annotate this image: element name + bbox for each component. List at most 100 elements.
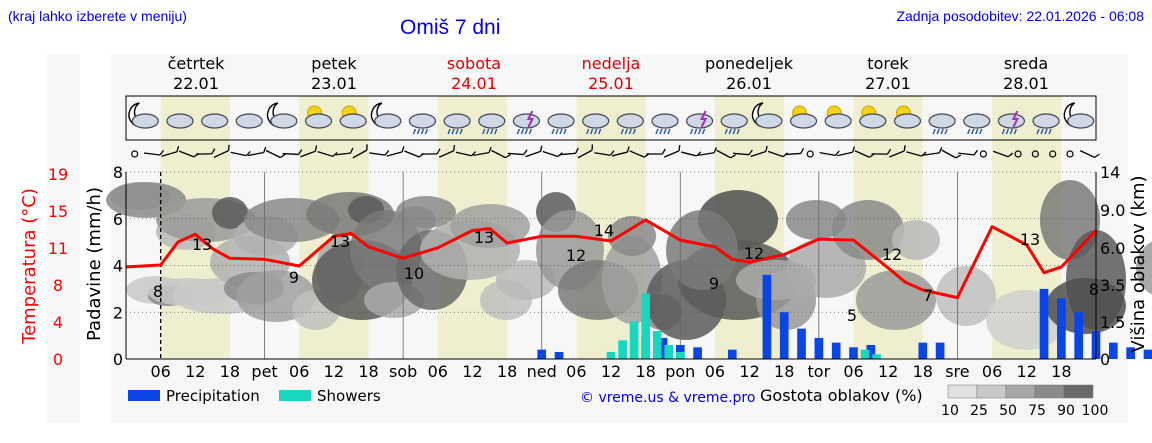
wind-barb-icon (836, 146, 856, 157)
precip-bar (1108, 342, 1118, 359)
wind-barb-icon (681, 151, 702, 157)
left-tick-label: 8 (113, 163, 123, 182)
precip-bar (1126, 347, 1135, 359)
cloud-icon (166, 113, 194, 129)
day-name: petek (311, 54, 357, 73)
raindrop (655, 128, 659, 135)
x-tick-label: tor (808, 362, 831, 381)
density-swatch (1034, 384, 1065, 399)
barb-shaft (455, 151, 472, 157)
thunder-icon (686, 110, 714, 135)
cloud-density-title: Gostota oblakov (%) (760, 386, 923, 405)
wind-barb-icon (300, 145, 318, 158)
rain-icon (408, 113, 437, 135)
precip-bar (693, 347, 702, 359)
wind-barb-icon (784, 147, 805, 156)
temp-axis-title: Temperatura (°C) (19, 188, 40, 345)
cloud-blob (786, 200, 846, 240)
raindrop (701, 128, 706, 135)
barb-flag (748, 149, 753, 156)
moon-icon (266, 102, 298, 129)
cloud-blob (856, 270, 936, 330)
x-tick-label: pon (665, 362, 695, 381)
wind-barb-icon (161, 145, 180, 157)
barb-flag (211, 148, 216, 155)
calm-wind-icon (1049, 150, 1057, 158)
barb-flag (159, 149, 165, 156)
barb-shaft (992, 150, 1009, 158)
day-date: 22.01 (173, 74, 219, 93)
temperature-label: 7 (923, 286, 933, 305)
moon-icon (370, 102, 402, 129)
barb-flag (314, 145, 318, 152)
cloud-shape (997, 113, 1025, 129)
cloud-shape (582, 113, 610, 129)
raindrop (971, 128, 975, 135)
wind-barb-icon (282, 149, 303, 156)
raindrop (620, 128, 624, 135)
barb-shaft (923, 152, 940, 156)
raindrop (520, 128, 525, 135)
barb-flag (488, 146, 492, 153)
raindrop (424, 128, 429, 135)
rain-icon (720, 113, 748, 135)
raindrop (455, 128, 459, 135)
thunder-icon (512, 110, 540, 135)
barb-shaft (542, 150, 559, 158)
x-tick-label: 12 (1017, 362, 1037, 381)
day-name: nedelja (582, 54, 641, 73)
wind-barb-icon (490, 149, 511, 159)
raindrop (482, 128, 486, 135)
barb-flag (626, 146, 630, 153)
raindrop (732, 128, 736, 135)
cloud-shape (824, 113, 852, 129)
temperature-label: 10 (404, 264, 424, 283)
sun-icon (859, 105, 887, 129)
barb-shaft (1079, 150, 1095, 158)
wind-barb-icon (732, 149, 753, 156)
barb-flag (505, 153, 511, 159)
cloud-shape (201, 113, 229, 129)
last-update-timestamp: Zadnja posodobitev: 22.01.2026 - 06:08 (896, 8, 1144, 24)
barb-shaft (143, 152, 161, 156)
barb-shaft (334, 152, 351, 156)
cloud-blob (1136, 241, 1152, 295)
shower-bar (641, 293, 650, 359)
barb-flag (245, 150, 251, 157)
x-tick-label: sob (389, 362, 417, 381)
wind-barb-icon (438, 144, 456, 158)
barb-flag (661, 148, 666, 155)
density-swatch (976, 384, 1007, 399)
x-tick-label: pet (251, 362, 277, 381)
cloud-shape (443, 113, 471, 129)
wind-barb-icon (559, 147, 579, 156)
x-tick-label: 18 (774, 362, 794, 381)
raindrop (586, 128, 590, 135)
barb-flag (539, 145, 543, 152)
sun-icon (789, 105, 818, 129)
precip-bar (762, 274, 772, 359)
barb-flag (523, 149, 528, 155)
right-tick-label: 14 (1100, 163, 1120, 182)
x-tick-label: 12 (878, 362, 898, 381)
temp-tick-label: 15 (48, 202, 68, 221)
raindrop (1036, 128, 1040, 135)
x-tick-label: 06 (843, 362, 863, 381)
raindrop (486, 128, 490, 135)
barb-shaft (195, 153, 212, 155)
raindrop (594, 128, 598, 135)
shower-bar (606, 351, 616, 359)
raindrop (624, 128, 628, 135)
temperature-label: 9 (709, 274, 719, 293)
temperature-label: 13 (192, 235, 212, 254)
cloud-shape (893, 113, 922, 129)
left-tick-label: 4 (113, 257, 123, 276)
day-name: ponedeljek (705, 54, 794, 73)
raindrop (697, 128, 702, 135)
day-date: 26.01 (726, 74, 772, 93)
barb-shaft (629, 150, 645, 158)
day-date: 25.01 (588, 74, 634, 93)
raindrop (420, 128, 425, 135)
cloud-shape (339, 113, 367, 129)
barb-flag (973, 149, 979, 156)
